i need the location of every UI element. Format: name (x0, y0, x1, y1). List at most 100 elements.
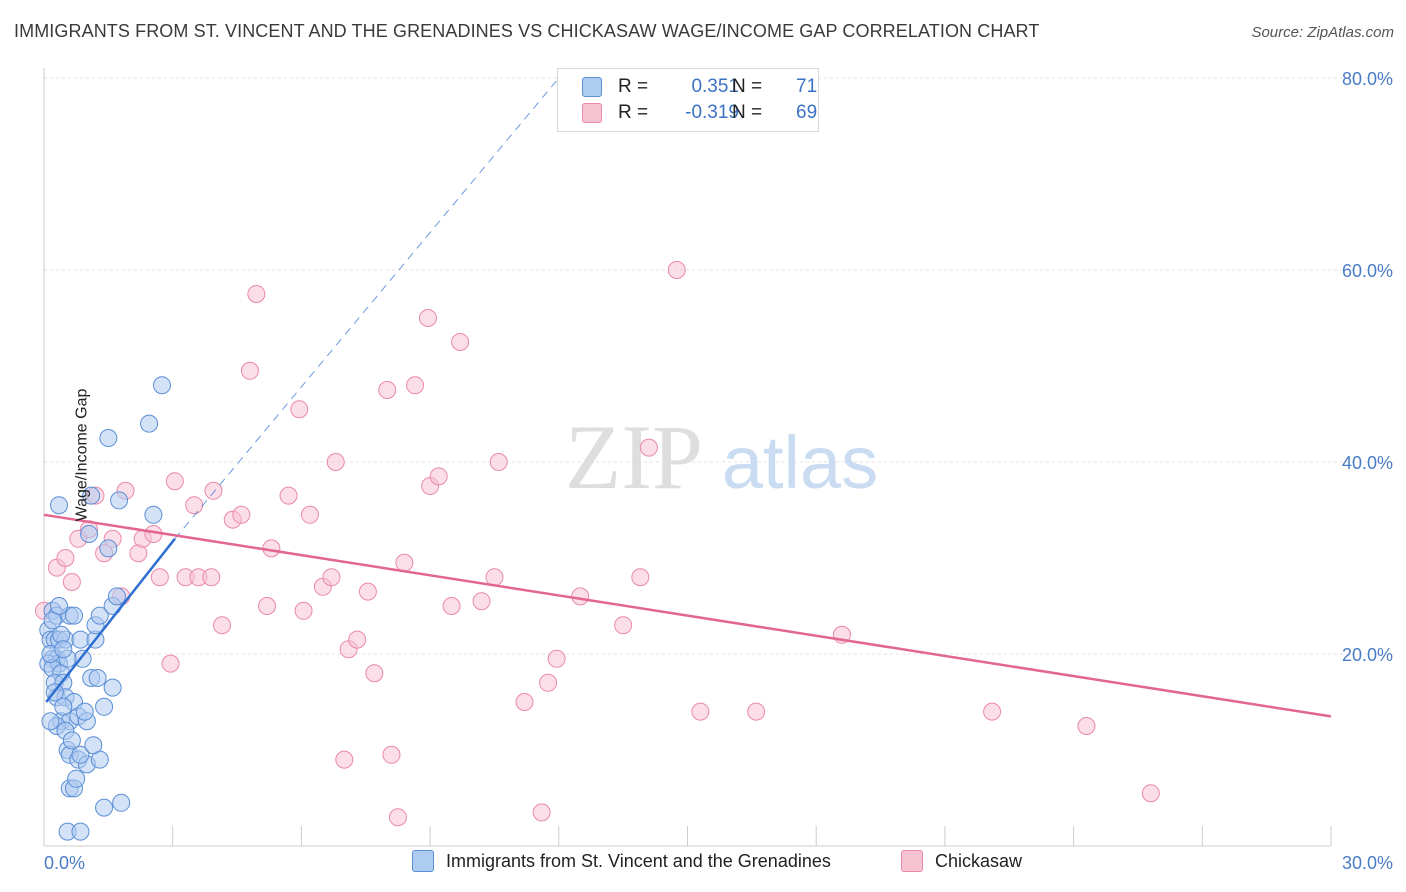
chickasaw-point (515, 693, 534, 711)
immigrants-point (90, 606, 109, 625)
chickasaw-point (747, 702, 766, 721)
chickasaw-point (204, 481, 223, 500)
r-label: R = (618, 102, 649, 123)
chickasaw-point (358, 582, 377, 601)
chickasaw-point (539, 673, 558, 692)
chickasaw-trend-line (43, 513, 1332, 718)
immigrants-point (71, 822, 90, 841)
immigrants-point (99, 539, 118, 558)
correlation-legend: R = 0.351 N = 71 R = -0.319 N = 69 (557, 68, 819, 132)
chickasaw-point (326, 453, 345, 471)
immigrants-point (71, 745, 90, 764)
chickasaw-point (240, 361, 259, 380)
r-value: -0.319 (685, 102, 739, 123)
n-label: N = (732, 102, 763, 123)
chickasaw-point (395, 553, 414, 572)
immigrants-point (112, 793, 131, 812)
chickasaw-point (247, 285, 266, 303)
y-tick-label: 60.0% (1342, 261, 1393, 281)
chickasaw-point (258, 597, 277, 615)
legend-row-pink: R = -0.319 N = 69 (582, 100, 818, 126)
immigrants-point (84, 736, 103, 755)
chickasaw-point (983, 702, 1002, 721)
y-tick-label: 40.0% (1342, 453, 1393, 473)
pink-swatch (901, 850, 923, 872)
watermark-zip: ZIP (565, 406, 703, 508)
chickasaw-point (213, 616, 232, 635)
legend-label: Immigrants from St. Vincent and the Gren… (446, 850, 831, 871)
immigrants-point (41, 712, 60, 731)
n-value: 71 (796, 76, 818, 97)
chickasaw-point (290, 400, 309, 419)
source-label: Source: ZipAtlas.com (1251, 24, 1394, 41)
chickasaw-point (639, 438, 658, 457)
chickasaw-point (1141, 784, 1160, 803)
x-tick-label: 0.0% (44, 853, 85, 873)
immigrants-point (103, 678, 122, 697)
legend-item-chickasaw: Chickasaw (901, 850, 1022, 872)
immigrants-point (107, 587, 126, 606)
immigrants-point (99, 429, 118, 447)
n-label: N = (732, 76, 763, 97)
chickasaw-point (489, 453, 508, 471)
immigrants-point (82, 486, 101, 505)
chickasaw-point (691, 702, 710, 721)
immigrants-point (140, 414, 159, 433)
chickasaw-point (442, 597, 461, 615)
chickasaw-point (150, 568, 169, 587)
n-value: 69 (796, 102, 818, 123)
immigrants-point (110, 491, 129, 510)
immigrants-point (50, 597, 69, 615)
chickasaw-point (348, 630, 367, 649)
blue-swatch (582, 77, 602, 97)
blue-swatch (412, 850, 434, 872)
chickasaw-point (388, 808, 407, 827)
chickasaw-point (335, 750, 354, 769)
chickasaw-point (322, 568, 341, 587)
immigrants-point (88, 669, 107, 687)
series-legend: Immigrants from St. Vincent and the Gren… (0, 850, 1406, 878)
immigrants-point (54, 640, 73, 659)
chickasaw-point (62, 573, 81, 591)
y-tick-label: 80.0% (1342, 69, 1393, 89)
chickasaw-point (451, 333, 470, 351)
immigrants-trend-line (45, 538, 176, 703)
r-value: 0.351 (691, 76, 739, 97)
chickasaw-point (406, 376, 425, 395)
chickasaw-point (378, 381, 397, 399)
immigrants-point (71, 630, 90, 649)
chickasaw-point (485, 568, 504, 587)
chickasaw-point (532, 803, 551, 822)
chickasaw-point (418, 309, 437, 327)
immigrants-point (67, 769, 86, 788)
x-tick-label: 30.0% (1342, 853, 1393, 873)
immigrants-point (50, 496, 69, 515)
immigrants-point (95, 798, 114, 817)
chickasaw-point (571, 587, 590, 606)
chickasaw-point (1077, 717, 1096, 735)
chickasaw-point (300, 505, 319, 524)
immigrants-point (80, 525, 99, 543)
immigrants-point (54, 697, 73, 716)
legend-label: Chickasaw (935, 850, 1023, 871)
chickasaw-point (56, 549, 75, 567)
chickasaw-point (279, 486, 298, 505)
chickasaw-point (232, 505, 251, 524)
legend-row-blue: R = 0.351 N = 71 (582, 74, 818, 100)
chickasaw-point (202, 568, 221, 587)
watermark-atlas: atlas (722, 421, 878, 504)
chart-title: IMMIGRANTS FROM ST. VINCENT AND THE GREN… (14, 21, 1040, 41)
chickasaw-point (294, 601, 313, 620)
immigrants-point (95, 697, 114, 716)
y-axis-label: Wage/Income Gap (73, 388, 91, 522)
legend-item-immigrants: Immigrants from St. Vincent and the Gren… (412, 850, 831, 872)
immigrants-point (144, 505, 163, 524)
immigrants-trend-extrapolated (174, 77, 560, 540)
chickasaw-point (547, 649, 566, 668)
immigrants-point (75, 702, 94, 721)
chickasaw-point (614, 616, 633, 635)
immigrants-point (62, 731, 81, 750)
r-label: R = (618, 76, 649, 97)
chickasaw-point (631, 568, 650, 587)
chickasaw-point (161, 654, 180, 673)
